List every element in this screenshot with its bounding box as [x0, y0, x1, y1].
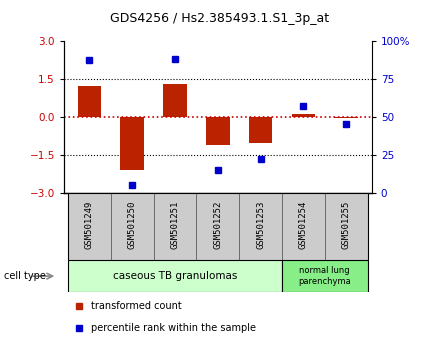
Bar	[334, 117, 358, 118]
Text: GSM501252: GSM501252	[213, 201, 222, 250]
Bar	[121, 117, 144, 170]
Text: GSM501250: GSM501250	[128, 201, 137, 250]
Text: GSM501249: GSM501249	[85, 201, 94, 250]
FancyBboxPatch shape	[111, 193, 154, 260]
Bar	[249, 117, 272, 143]
FancyBboxPatch shape	[239, 193, 282, 260]
Text: normal lung
parenchyma: normal lung parenchyma	[298, 267, 351, 286]
Text: caseous TB granulomas: caseous TB granulomas	[113, 271, 237, 281]
Text: GSM501255: GSM501255	[341, 201, 351, 250]
Text: percentile rank within the sample: percentile rank within the sample	[91, 323, 256, 333]
Bar	[78, 86, 101, 117]
FancyBboxPatch shape	[282, 260, 367, 292]
Text: GDS4256 / Hs2.385493.1.S1_3p_at: GDS4256 / Hs2.385493.1.S1_3p_at	[110, 12, 330, 25]
Text: cell type: cell type	[4, 271, 46, 281]
Text: transformed count: transformed count	[91, 301, 182, 311]
FancyBboxPatch shape	[196, 193, 239, 260]
Bar	[163, 84, 187, 117]
FancyBboxPatch shape	[325, 193, 367, 260]
Text: GSM501253: GSM501253	[256, 201, 265, 250]
Text: GSM501251: GSM501251	[171, 201, 180, 250]
Bar	[292, 114, 315, 117]
FancyBboxPatch shape	[282, 193, 325, 260]
FancyBboxPatch shape	[68, 193, 111, 260]
Text: GSM501254: GSM501254	[299, 201, 308, 250]
Bar	[206, 117, 230, 145]
FancyBboxPatch shape	[154, 193, 196, 260]
FancyBboxPatch shape	[68, 260, 282, 292]
